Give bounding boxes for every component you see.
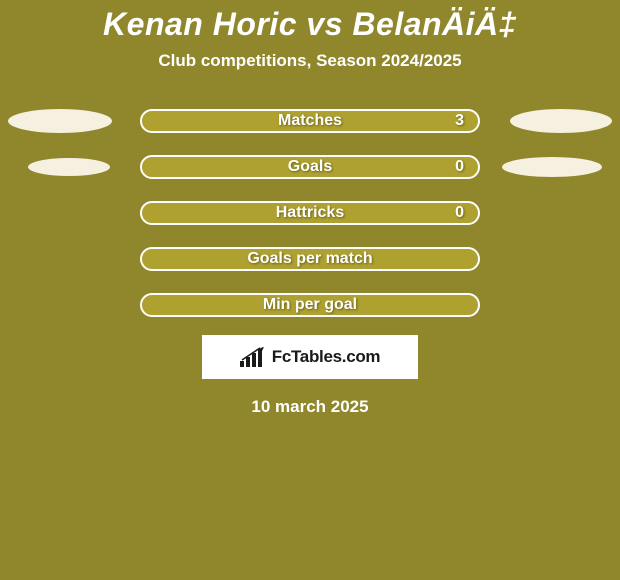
- page-title: Kenan Horic vs BelanÄiÄ‡: [0, 0, 620, 43]
- stat-label: Hattricks: [276, 204, 344, 222]
- stat-bar: Min per goal: [140, 293, 480, 317]
- bars-ascending-icon: [240, 347, 266, 367]
- comparison-card: Kenan Horic vs BelanÄiÄ‡ Club competitio…: [0, 0, 620, 580]
- stat-label: Min per goal: [263, 296, 357, 314]
- stat-row-matches: Matches 3: [0, 109, 620, 133]
- subtitle: Club competitions, Season 2024/2025: [0, 51, 620, 71]
- stat-label: Goals: [288, 158, 332, 176]
- source-badge-text: FcTables.com: [272, 347, 381, 367]
- stat-row-hattricks: Hattricks 0: [0, 201, 620, 225]
- stat-bar: Goals 0: [140, 155, 480, 179]
- stat-value: 3: [455, 112, 464, 130]
- right-marker-ellipse: [510, 109, 612, 133]
- stat-label: Goals per match: [247, 250, 372, 268]
- stats-list: Matches 3 Goals 0 Hattricks 0 Goals per …: [0, 109, 620, 317]
- stat-value: 0: [455, 158, 464, 176]
- stat-label: Matches: [278, 112, 342, 130]
- left-marker-ellipse: [8, 109, 112, 133]
- source-badge: FcTables.com: [202, 335, 418, 379]
- stat-value: 0: [455, 204, 464, 222]
- left-marker-ellipse: [28, 158, 110, 176]
- stat-row-goals-per-match: Goals per match: [0, 247, 620, 271]
- stat-row-goals: Goals 0: [0, 155, 620, 179]
- stat-row-min-per-goal: Min per goal: [0, 293, 620, 317]
- stat-bar: Goals per match: [140, 247, 480, 271]
- stat-bar: Hattricks 0: [140, 201, 480, 225]
- snapshot-date: 10 march 2025: [0, 397, 620, 417]
- stat-bar: Matches 3: [140, 109, 480, 133]
- right-marker-ellipse: [502, 157, 602, 177]
